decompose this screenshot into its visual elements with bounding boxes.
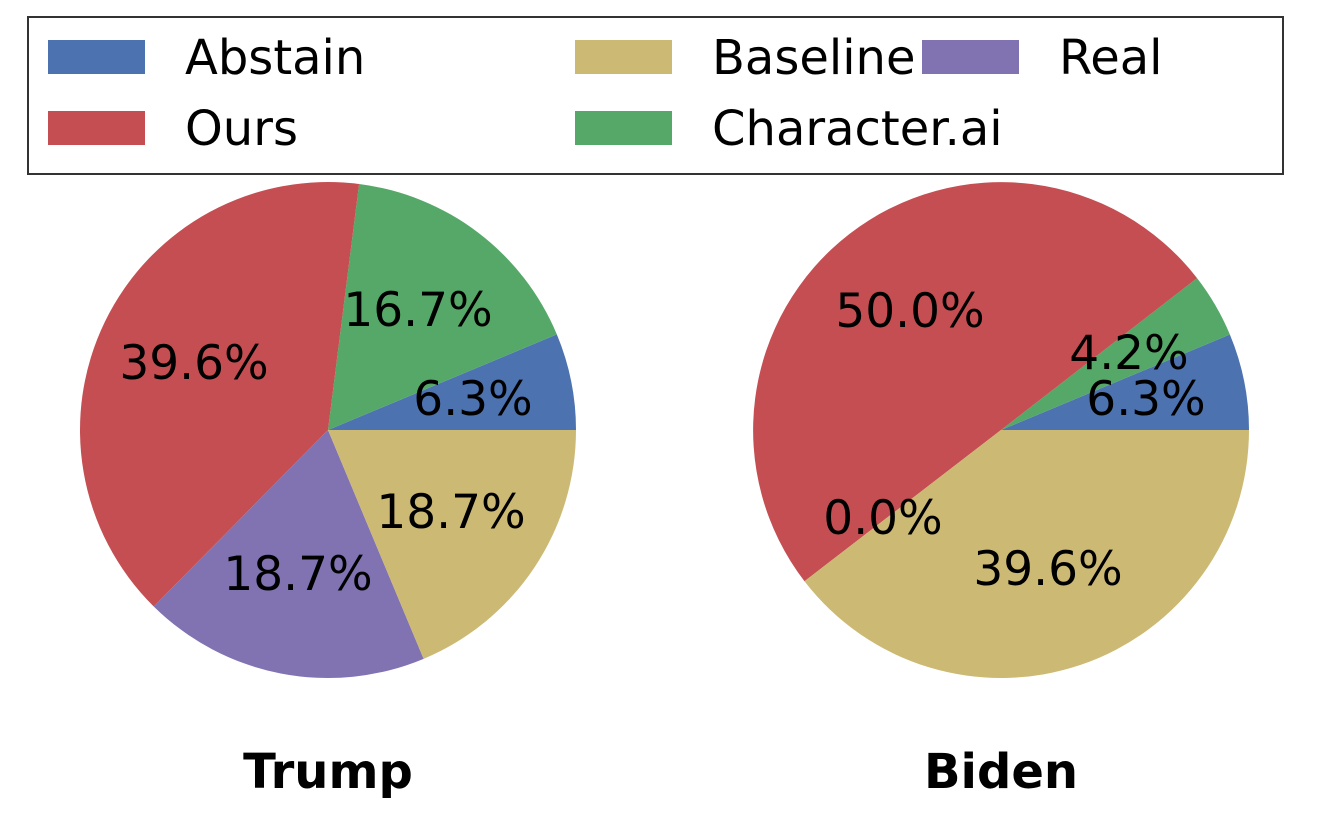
slice-label-biden-abstain: 6.3% [1086, 372, 1205, 427]
legend-swatch-real [922, 40, 1019, 74]
legend-swatch-baseline [575, 40, 672, 74]
pie-biden: 6.3%4.2% 50.0% 0.0% 39.6% [753, 182, 1249, 678]
legend-label-ours: Ours [185, 101, 298, 157]
pie-slice-biden-baseline [804, 430, 1249, 678]
slice-label-biden-ours: 50.0% [835, 284, 984, 339]
pie-slice-biden-abstain [1001, 334, 1249, 430]
legend-label-baseline: Baseline [712, 30, 916, 86]
slice-label-biden-real: 0.0% [823, 491, 942, 546]
pie-slice-biden-character-ai [1001, 278, 1230, 430]
pie-slice-trump-abstain [328, 334, 576, 430]
legend-label-character-ai: Character.ai [712, 101, 1003, 157]
pies: 6.3%16.7%39.6%18.7%18.7%6.3%4.2%50.0%0.0… [80, 182, 1249, 678]
pie-slice-trump-real [153, 430, 424, 678]
pie-trump: 6.3% 16.7% 39.6% 18.7%18.7% [80, 182, 576, 678]
slice-label-trump-character-ai: 16.7% [343, 283, 492, 338]
legend: Abstain Ours Baseline Character.ai Real [27, 16, 1284, 175]
legend-label-abstain: Abstain [185, 30, 365, 86]
pie-slice-trump-character-ai [328, 183, 557, 430]
legend-label-real: Real [1059, 30, 1162, 86]
slice-label-trump-baseline: 18.7% [376, 485, 525, 540]
pie-slice-biden-ours [753, 182, 1198, 582]
slice-label-trump-ours: 39.6% [119, 336, 268, 391]
legend-swatch-ours [48, 111, 145, 145]
slice-label-trump-real: 18.7% [223, 547, 372, 602]
slice-label-trump-abstain: 6.3% [413, 372, 532, 427]
pie-title-biden: Biden [924, 744, 1078, 800]
pie-title-trump: Trump [243, 744, 413, 800]
legend-swatch-character-ai [575, 111, 672, 145]
slice-label-biden-baseline: 39.6% [973, 542, 1122, 597]
pie-slice-trump-baseline [328, 430, 576, 659]
pie-slice-trump-ours [80, 182, 360, 607]
legend-swatch-abstain [48, 40, 145, 74]
slice-label-biden-character-ai: 4.2% [1069, 326, 1188, 381]
